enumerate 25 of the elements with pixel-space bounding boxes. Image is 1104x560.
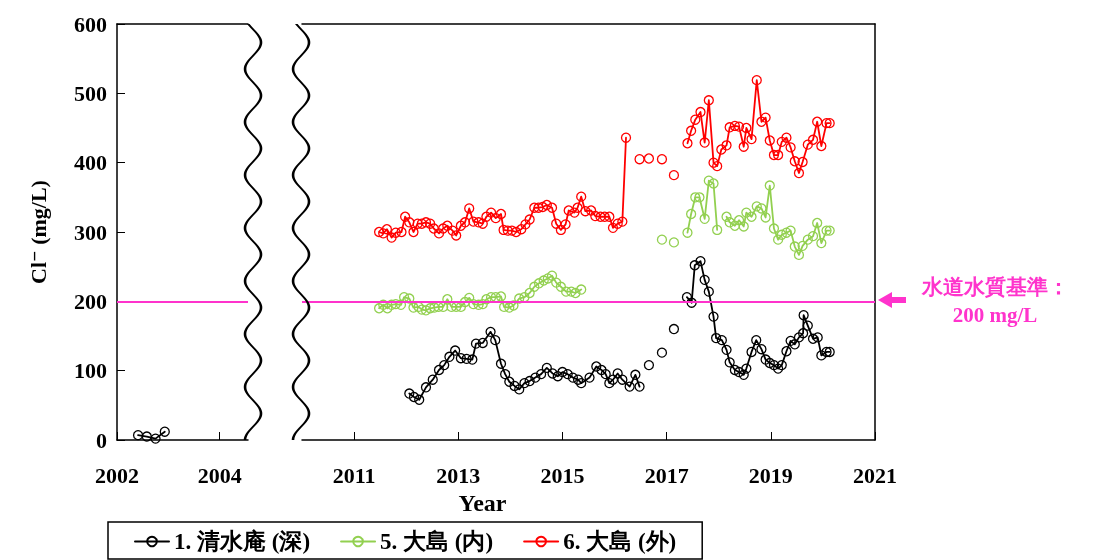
point <box>159 426 170 437</box>
x-tick-label: 2004 <box>197 462 242 488</box>
y-tick-label: 300 <box>74 219 107 245</box>
point <box>141 431 152 442</box>
y-tick-label: 100 <box>74 358 107 384</box>
x-axis-title: Year <box>458 489 507 516</box>
y-tick-label: 0 <box>96 427 107 453</box>
x-tick-label: 2019 <box>748 462 793 488</box>
ref-line-label: 水道水質基準： 200 mg/L <box>920 275 1069 328</box>
x-tick-label: 2013 <box>436 462 481 488</box>
y-tick-label: 400 <box>74 150 107 176</box>
point <box>132 430 144 441</box>
legend-label: 5. 大島 (内) <box>380 529 494 554</box>
point <box>150 433 161 444</box>
legend-label: 6. 大島 (外) <box>563 529 677 554</box>
x-tick-label: 2011 <box>332 462 376 488</box>
y-axis-title: Cl⁻ (mg/L) <box>25 180 51 284</box>
x-tick-label: 2015 <box>540 462 585 488</box>
y-tick-label: 200 <box>74 288 107 314</box>
y-tick-label: 600 <box>74 11 107 37</box>
y-tick-label: 500 <box>74 80 107 106</box>
x-tick-label: 2002 <box>95 462 139 488</box>
x-tick-label: 2017 <box>644 462 689 488</box>
legend-label: 1. 清水庵 (深) <box>174 528 311 554</box>
x-tick-label: 2021 <box>853 462 897 488</box>
